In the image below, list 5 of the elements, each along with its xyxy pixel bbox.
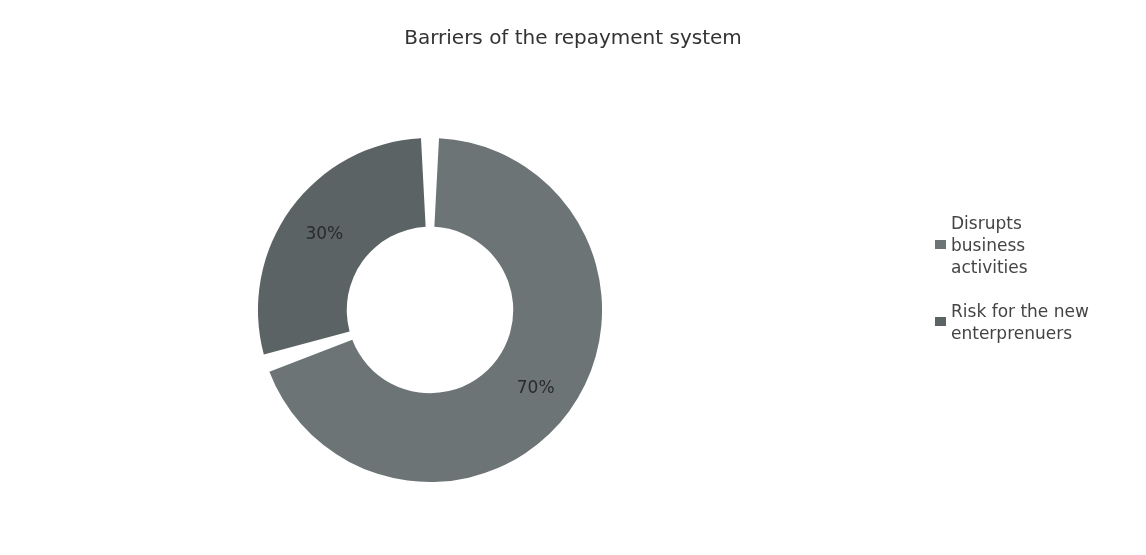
chart-title: Barriers of the repayment system <box>404 25 742 49</box>
data-label: 30% <box>305 223 344 244</box>
legend-label: Disrupts business activities <box>951 212 1031 277</box>
legend-label: Risk for the new enterprenuers <box>951 300 1095 343</box>
data-label: 70% <box>516 376 555 397</box>
